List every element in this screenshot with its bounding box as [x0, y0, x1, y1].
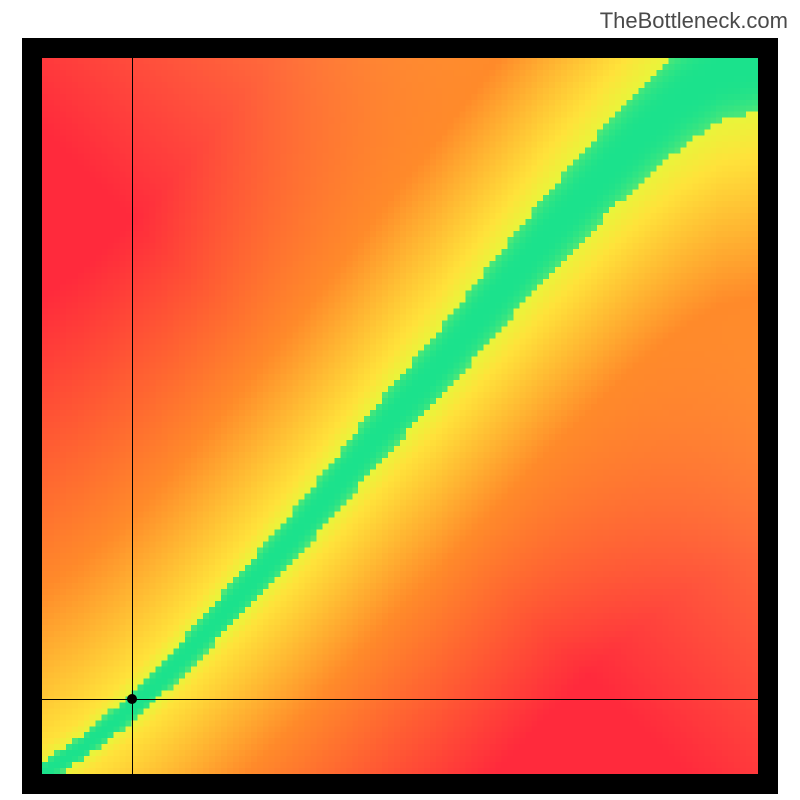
marker-dot	[127, 694, 137, 704]
chart-frame	[22, 38, 778, 794]
watermark-text: TheBottleneck.com	[600, 8, 788, 34]
crosshair-vertical	[132, 58, 133, 774]
heatmap-canvas	[42, 58, 758, 774]
heatmap-plot-area	[42, 58, 758, 774]
crosshair-horizontal	[42, 699, 758, 700]
